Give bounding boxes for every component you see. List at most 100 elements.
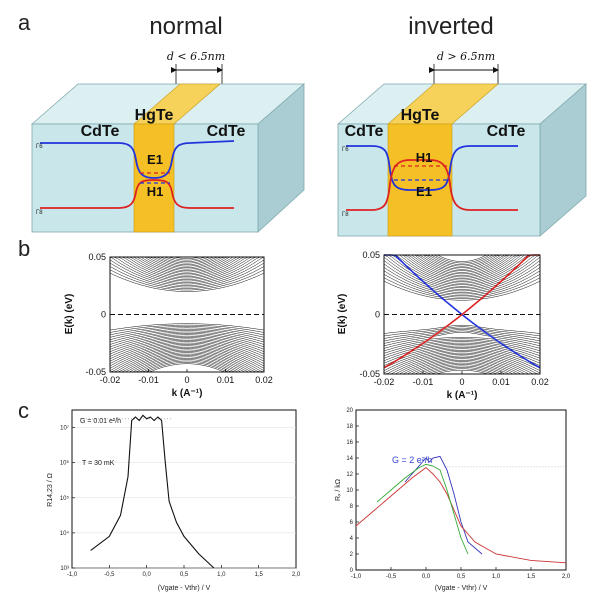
b-y-tick-label: 0.05	[88, 252, 106, 262]
normal-dimension: d < 6.5nm	[167, 50, 225, 63]
b-x-tick-label: -0.01	[138, 375, 159, 385]
b-conduction-subband	[383, 267, 541, 295]
b-valence-subband	[383, 324, 541, 334]
b-valence-subband	[110, 351, 264, 373]
b-valence-subband	[383, 329, 541, 342]
c-normal-ylabel: R14,23 / Ω	[47, 473, 54, 507]
b-y-tick-label: -0.05	[85, 367, 106, 377]
normal-structure: normal d < 6.5nm CdTe HgTe CdTe E1 H1 Γ6…	[30, 13, 306, 233]
c-inverted-y-tick-label: 12	[346, 472, 353, 478]
b-x-tick-label: -0.01	[413, 377, 434, 387]
b-valence-subband	[110, 352, 264, 373]
b-valence-subband	[109, 335, 265, 352]
b-conduction-subband	[110, 256, 264, 276]
b-valence-subband	[383, 352, 541, 375]
b-valence-subband	[110, 355, 264, 373]
c-normal-xlabel: (Vgate - Vthr) / V	[158, 585, 211, 592]
c-inverted-x-tick-label: 2,0	[562, 574, 571, 580]
b-conduction-subband	[383, 256, 541, 290]
b-conduction-subband	[383, 263, 541, 293]
b-valence-subband	[383, 326, 541, 337]
c-normal-x-tick-label: -1,0	[67, 572, 78, 578]
b-conduction-subband	[109, 269, 265, 291]
c-inverted-y-tick-label: 2	[350, 552, 354, 558]
b-valence-subband	[110, 349, 264, 373]
inverted-heading: inverted	[408, 13, 493, 40]
b-valence-subband	[109, 346, 265, 372]
b-valence-subband	[383, 327, 541, 339]
b-x-tick-label: 0.02	[531, 377, 549, 387]
b-conduction-subband	[383, 270, 541, 296]
b-valence-subband	[383, 349, 541, 371]
c-normal-y-tick-label: 10⁷	[60, 425, 69, 432]
c-inverted-y-tick-label: 14	[346, 456, 353, 462]
c-normal-x-tick-label: 1,5	[254, 572, 263, 578]
b-edge-state-red	[383, 254, 540, 369]
b-valence-subband	[383, 330, 541, 344]
c-normal-series	[90, 414, 215, 569]
inverted-lower-band-label: E1	[416, 184, 432, 199]
b-conduction-subband	[384, 254, 540, 282]
c-inverted-x-tick-label: 0,0	[422, 574, 431, 580]
b-valence-subband	[109, 326, 265, 336]
inverted-left-material: CdTe	[345, 123, 384, 140]
b-valence-subband	[110, 356, 264, 373]
c-normal-y-tick-label: 10⁵	[60, 495, 70, 502]
b-x-tick-label: -0.02	[100, 375, 121, 385]
b-conduction-subband	[384, 254, 540, 284]
b-valence-subband	[109, 324, 265, 333]
c-normal-x-tick-label: 0,0	[142, 572, 151, 578]
b-normal-xlabel: k (A⁻¹)	[172, 388, 203, 399]
b-valence-subband	[109, 331, 265, 345]
b-x-tick-label: 0.01	[492, 377, 510, 387]
b-conduction-subband	[109, 262, 265, 288]
b-valence-subband	[109, 328, 265, 340]
chart-c-normal: 10³ 10⁴ 10⁵ 10⁶ 10⁷ -1,0 -0,5 0,0 0,5 1,0 1,5 2,0 G…	[47, 409, 301, 592]
b-conduction-subband	[383, 254, 541, 289]
b-conduction-subband	[110, 256, 264, 274]
b-conduction-subband	[384, 254, 540, 279]
chart-b-inverted: -0.02 -0.01 0 0.01 0.020.050-0.05 E(k) (eV) …	[337, 250, 549, 401]
c-normal-y-tick-label: 10³	[60, 566, 69, 572]
b-valence-subband	[383, 351, 541, 374]
b-valence-subband	[109, 333, 265, 348]
chart-c-inverted: 0 2 4 6 8 10 12 14 16 18 20 -1,0 -0,5 0,0 0,5 1,0 1,5 2,0…	[335, 408, 571, 592]
panel-letter-a: a	[18, 10, 31, 35]
b-valence-subband	[109, 323, 265, 331]
b-x-tick-label: 0.01	[217, 375, 235, 385]
b-valence-subband	[384, 354, 540, 375]
b-conduction-subband	[109, 272, 265, 292]
c-normal-x-tick-label: 2,0	[292, 572, 301, 578]
b-inverted-xlabel: k (A⁻¹)	[447, 390, 478, 401]
inverted-gamma-lower: Γ8	[342, 212, 349, 218]
b-normal-ylabel: E(k) (eV)	[64, 294, 75, 335]
b-conduction-subband	[110, 256, 264, 279]
b-x-tick-label: -0.02	[374, 377, 395, 387]
c-inverted-x-tick-label: -1,0	[351, 574, 362, 580]
b-valence-subband	[384, 358, 540, 375]
c-inverted-x-tick-label: 1,5	[527, 574, 536, 580]
inverted-hgte-layer	[387, 123, 453, 237]
b-valence-subband	[109, 337, 265, 355]
c-normal-y-tick-label: 10⁴	[60, 530, 70, 537]
panel-letter-c: c	[18, 398, 29, 423]
b-valence-subband	[384, 355, 540, 375]
normal-gamma-upper: Γ6	[36, 144, 43, 150]
chart-b-normal: -0.02 -0.01 0 0.01 0.020.050-0.05 E(k) (eV) …	[64, 252, 273, 399]
b-conduction-subband	[110, 256, 264, 277]
b-valence-subband	[383, 341, 541, 357]
normal-right-material: CdTe	[207, 123, 246, 140]
panel-letter-b: b	[18, 236, 30, 261]
b-conduction-subband	[383, 277, 541, 299]
normal-left-material: CdTe	[81, 123, 120, 140]
b-valence-subband	[109, 341, 265, 362]
normal-heading: normal	[149, 13, 222, 40]
b-conduction-subband	[383, 280, 541, 301]
c-inverted-ylabel: Rₓ / kΩ	[335, 479, 342, 501]
normal-upper-band-label: E1	[147, 152, 163, 167]
b-conduction-subband	[109, 256, 265, 285]
b-valence-subband	[383, 348, 541, 369]
b-conduction-subband	[110, 256, 264, 280]
c-inverted-y-tick-label: 16	[346, 440, 353, 446]
